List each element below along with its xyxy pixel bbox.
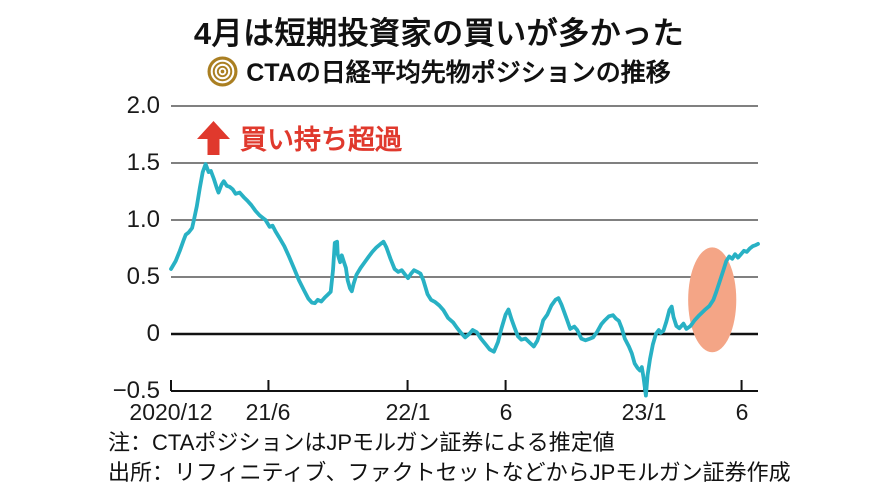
y-tick-label: 0 [146,320,160,347]
x-tick-label: 22/1 [385,399,431,425]
x-tick-label: 2020/12 [129,399,213,425]
x-tick-label: 23/1 [621,399,667,425]
data-line [169,162,760,398]
subtitle-row: CTAの日経平均先物ポジションの推移 [0,53,878,89]
y-tick-label: 1.5 [126,149,160,176]
chart-subtitle: CTAの日経平均先物ポジションの推移 [246,59,671,87]
y-tick-label: 2.0 [126,92,160,119]
note-text: 注：CTAポジションはJPモルガン証券による推定値 [108,430,615,455]
bullseye-icon [207,56,238,86]
y-tick-label: −0.5 [112,377,160,404]
annotation-label: 買い持ち超過 [240,125,402,155]
x-tick-label: 6 [735,399,749,425]
y-tick-label: 0.5 [126,263,160,290]
source-text: 出所：リフィニティブ、ファクトセットなどからJPモルガン証券作成 [108,460,791,485]
page-title: 4月は短期投資家の買いが多かった [193,16,685,51]
annotation: 買い持ち超過 [197,118,402,157]
x-tick-label: 21/6 [245,399,291,425]
footnotes: 注：CTAポジションはJPモルガン証券による推定値 出所：リフィニティブ、ファク… [108,428,791,488]
y-tick-label: 1.0 [126,206,160,233]
x-tick-label: 6 [499,399,513,425]
up-arrow-icon [197,120,230,155]
